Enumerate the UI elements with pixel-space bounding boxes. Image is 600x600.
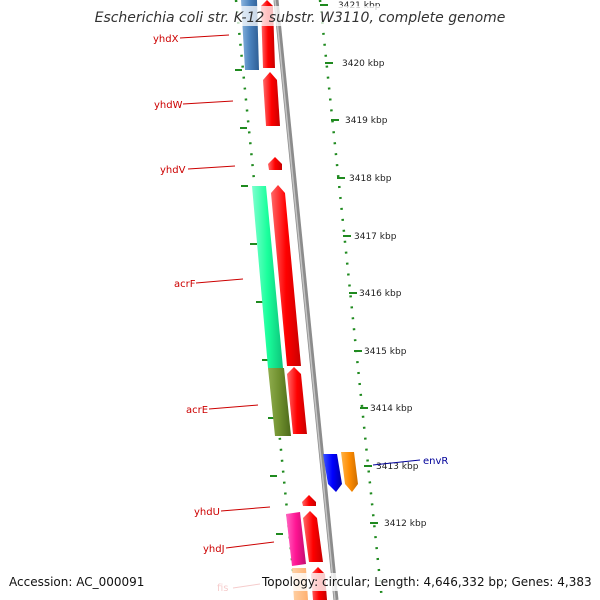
genome-backbone-highlight — [274, 0, 336, 600]
gene-arrow-yhdW — [263, 72, 280, 126]
leader-line-yhdW — [182, 100, 234, 105]
title-backdrop — [96, 6, 506, 26]
outer-dotted-boundary — [318, 0, 384, 600]
gene-label-yhdJ: yhdJ — [203, 544, 225, 555]
gene-arrow-yhdU — [302, 495, 316, 506]
tick-label: 3419 kbp — [345, 116, 388, 126]
leader-line-yhdX — [179, 34, 230, 39]
gene-arrow-yhdJ — [303, 511, 323, 562]
gene-block-acrF — [252, 186, 283, 368]
tick-label: 3413 kbp — [376, 462, 419, 472]
gene-block-yhdJ — [286, 512, 306, 566]
leader-line-envR — [372, 459, 421, 466]
tick-labels: 3421 kbp 3420 kbp 3419 kbp 3418 kbp 3417… — [338, 1, 427, 529]
gene-label-acrF: acrF — [174, 279, 196, 290]
genome-summary-text: Topology: circular; Length: 4,646,332 bp… — [261, 575, 592, 589]
gene-label-yhdW: yhdW — [154, 100, 183, 111]
leader-line-yhdV — [187, 165, 236, 170]
gene-block-acrE — [268, 368, 291, 436]
tick-label: 3416 kbp — [359, 289, 402, 299]
tick-label: 3412 kbp — [384, 519, 427, 529]
outer-ticks — [320, 4, 378, 524]
tick-label: 3420 kbp — [342, 59, 385, 69]
gene-labels: yhdX yhdW yhdV acrF acrE envR yhdU yhdJ … — [153, 34, 448, 594]
gene-label-yhdU: yhdU — [194, 507, 220, 518]
tick-label: 3417 kbp — [354, 232, 397, 242]
leader-line-acrF — [195, 278, 244, 284]
gene-label-acrE: acrE — [186, 405, 208, 416]
map-title: Escherichia coli str. K-12 substr. W3110… — [95, 10, 506, 26]
inner-dotted-boundary — [234, 0, 298, 600]
gene-label-envR: envR — [423, 456, 448, 467]
leader-line-yhdU — [220, 506, 271, 512]
accession-text: Accession: AC_000091 — [9, 575, 144, 589]
gene-block-envR — [323, 454, 342, 492]
gene-arrow-envR — [341, 452, 358, 492]
tick-label: 3415 kbp — [364, 347, 407, 357]
leader-line-acrE — [208, 404, 259, 410]
gene-label-yhdX: yhdX — [153, 34, 179, 45]
gene-label-yhdV: yhdV — [160, 165, 186, 176]
genome-backbone — [273, 0, 339, 600]
leader-line-yhdJ — [225, 541, 275, 549]
gene-arrow-acrF — [271, 185, 301, 366]
tick-label: 3414 kbp — [370, 404, 413, 414]
footer-backdrop — [0, 573, 600, 591]
forward-gene-lane — [323, 452, 358, 492]
tick-label: 3418 kbp — [349, 174, 392, 184]
gene-arrow-yhdV — [268, 157, 282, 170]
gene-arrow-acrE — [287, 367, 307, 434]
